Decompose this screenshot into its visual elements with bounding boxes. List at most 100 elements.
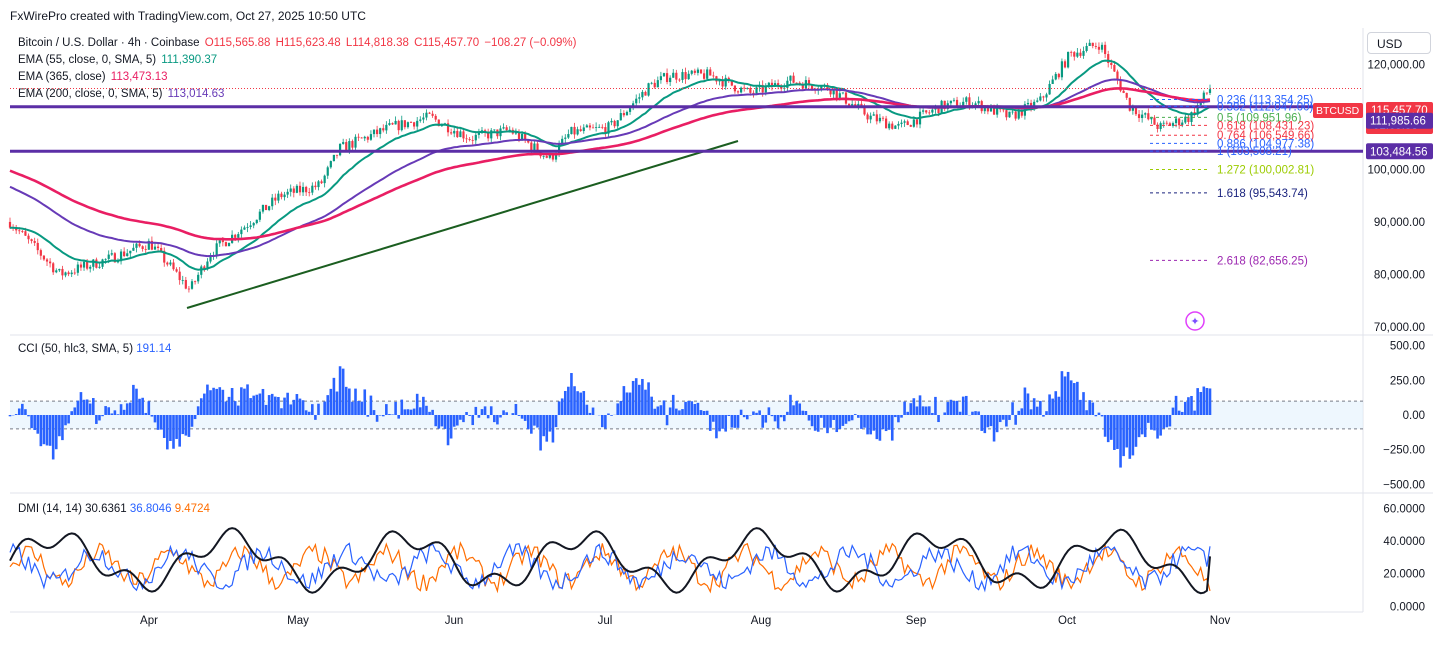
cci-bar bbox=[545, 415, 549, 442]
cci-bar bbox=[866, 415, 869, 435]
candle-body bbox=[1171, 123, 1175, 126]
cci-bar bbox=[681, 409, 684, 415]
cci-bar bbox=[474, 406, 478, 415]
candle-body bbox=[952, 99, 956, 101]
cci-legend[interactable]: CCI (50, hlc3, SMA, 5) 191.14 bbox=[18, 343, 171, 355]
candle-body bbox=[533, 143, 536, 150]
cci-bar bbox=[403, 409, 407, 415]
cci-bar bbox=[949, 399, 953, 415]
cci-bar bbox=[857, 415, 860, 418]
candle-body bbox=[909, 125, 912, 127]
candle-body bbox=[1014, 111, 1017, 119]
candle-body bbox=[450, 132, 453, 134]
cci-bar bbox=[742, 415, 746, 418]
cci-bar bbox=[724, 415, 727, 432]
cci-bar bbox=[1119, 415, 1122, 468]
candle-body bbox=[141, 246, 144, 249]
candle-body bbox=[733, 85, 737, 92]
candle-body bbox=[1097, 46, 1101, 50]
cci-bar bbox=[1177, 410, 1181, 415]
cci-bar bbox=[1002, 415, 1005, 420]
cci-bar bbox=[536, 415, 539, 428]
cci-bar bbox=[400, 399, 404, 415]
candle-body bbox=[1159, 123, 1162, 129]
cci-bar bbox=[770, 415, 774, 417]
currency-button[interactable]: USD bbox=[1367, 32, 1431, 54]
candle-body bbox=[1011, 111, 1014, 113]
cci-bar bbox=[659, 405, 663, 415]
symbol-tag: BTCUSD bbox=[1316, 105, 1360, 117]
level-upper-tag-bg bbox=[1366, 112, 1433, 129]
cci-bar bbox=[468, 415, 471, 416]
cci-bar bbox=[1153, 415, 1156, 431]
cci-bar bbox=[1032, 398, 1036, 415]
candle-body bbox=[536, 143, 539, 152]
cci-bar bbox=[934, 396, 937, 415]
cci-bar bbox=[801, 410, 805, 415]
cci-label: CCI (50, hlc3, SMA, 5) bbox=[18, 343, 134, 355]
cci-bar bbox=[1205, 387, 1209, 415]
dmi-tick-label: 20.0000 bbox=[1383, 569, 1425, 581]
candle-body bbox=[15, 228, 18, 231]
ema200-legend[interactable]: EMA (200, close, 0, SMA, 5) 113,014.63 bbox=[18, 88, 226, 100]
cci-bar bbox=[684, 401, 687, 415]
candle-body bbox=[764, 85, 767, 93]
cci-bar bbox=[715, 415, 718, 439]
cci-bar bbox=[690, 401, 694, 415]
candle-body bbox=[409, 122, 413, 123]
candle-body bbox=[545, 155, 548, 158]
fib-level-label: 1 (103,508.21) bbox=[1217, 146, 1292, 158]
candle-body bbox=[1107, 54, 1110, 63]
candle-body bbox=[295, 185, 298, 193]
candle-body bbox=[656, 80, 659, 88]
cci-bar bbox=[860, 415, 863, 429]
ema55-legend[interactable]: EMA (55, close, 0, SMA, 5) 111,390.37 bbox=[18, 54, 219, 66]
candle-body bbox=[206, 261, 209, 270]
candle-body bbox=[1181, 122, 1184, 126]
adx-value: 30.6361 bbox=[85, 503, 127, 515]
candle-body bbox=[98, 266, 101, 268]
cci-bar bbox=[1140, 415, 1144, 435]
cci-bar bbox=[773, 415, 777, 422]
close-value: C115,457.70 bbox=[414, 37, 480, 49]
cci-bar bbox=[699, 410, 703, 415]
cci-bar bbox=[456, 415, 459, 426]
candle-body bbox=[613, 120, 616, 127]
candle-body bbox=[1137, 114, 1141, 119]
cci-bar bbox=[739, 409, 743, 415]
candle-body bbox=[851, 104, 854, 106]
cci-bar bbox=[119, 404, 123, 415]
cci-bar bbox=[557, 401, 561, 415]
price-tick-label: 70,000.00 bbox=[1374, 322, 1425, 334]
cci-bar bbox=[693, 404, 697, 415]
candle-body bbox=[172, 262, 175, 270]
ema55-label: EMA (55, close, 0, SMA, 5) bbox=[18, 54, 157, 66]
cci-bar bbox=[221, 389, 225, 415]
ema365-legend[interactable]: EMA (365, close) 113,473.13 bbox=[18, 71, 169, 83]
cci-bar bbox=[391, 414, 394, 415]
candle-body bbox=[55, 270, 58, 273]
candle-body bbox=[928, 112, 931, 114]
fib-level-label: 0.236 (113,354.25) bbox=[1217, 95, 1314, 107]
cci-bar bbox=[388, 414, 391, 415]
candle-body bbox=[996, 107, 999, 115]
cci-bar bbox=[816, 415, 820, 432]
candle-body bbox=[662, 73, 666, 77]
cci-bar bbox=[326, 395, 330, 415]
cci-bar bbox=[665, 415, 669, 426]
dmi-legend[interactable]: DMI (14, 14) 30.6361 36.8046 9.4724 bbox=[18, 503, 210, 515]
cci-bar bbox=[360, 401, 363, 415]
candle-body bbox=[200, 266, 203, 275]
cci-bar bbox=[671, 394, 675, 415]
cci-bar bbox=[206, 384, 209, 415]
cci-bar bbox=[357, 400, 360, 415]
cci-bar bbox=[1017, 410, 1021, 415]
candle-body bbox=[962, 101, 965, 106]
cci-bar bbox=[1023, 387, 1027, 415]
candle-body bbox=[1073, 52, 1076, 57]
candle-body bbox=[826, 84, 829, 90]
candle-body bbox=[625, 111, 629, 116]
fib-level-label: 2.618 (82,656.25) bbox=[1217, 255, 1308, 267]
cci-bar bbox=[832, 415, 835, 420]
